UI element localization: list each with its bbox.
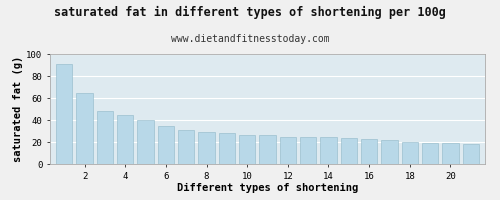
Bar xyxy=(97,111,113,164)
Bar xyxy=(340,138,357,164)
Bar xyxy=(382,140,398,164)
Bar xyxy=(158,126,174,164)
Y-axis label: saturated fat (g): saturated fat (g) xyxy=(14,56,24,162)
X-axis label: Different types of shortening: Different types of shortening xyxy=(177,183,358,193)
Text: www.dietandfitnesstoday.com: www.dietandfitnesstoday.com xyxy=(170,34,330,44)
Bar xyxy=(260,135,276,164)
Text: saturated fat in different types of shortening per 100g: saturated fat in different types of shor… xyxy=(54,6,446,19)
Bar xyxy=(361,139,378,164)
Bar xyxy=(320,136,336,164)
Bar xyxy=(138,120,154,164)
Bar xyxy=(300,136,316,164)
Bar xyxy=(56,64,72,164)
Bar xyxy=(218,133,235,164)
Bar xyxy=(76,92,92,164)
Bar xyxy=(117,114,134,164)
Bar xyxy=(178,130,194,164)
Bar xyxy=(462,144,479,164)
Bar xyxy=(442,143,458,164)
Bar xyxy=(402,142,418,164)
Bar xyxy=(239,135,256,164)
Bar xyxy=(198,132,214,164)
Bar xyxy=(280,136,296,164)
Bar xyxy=(422,143,438,164)
